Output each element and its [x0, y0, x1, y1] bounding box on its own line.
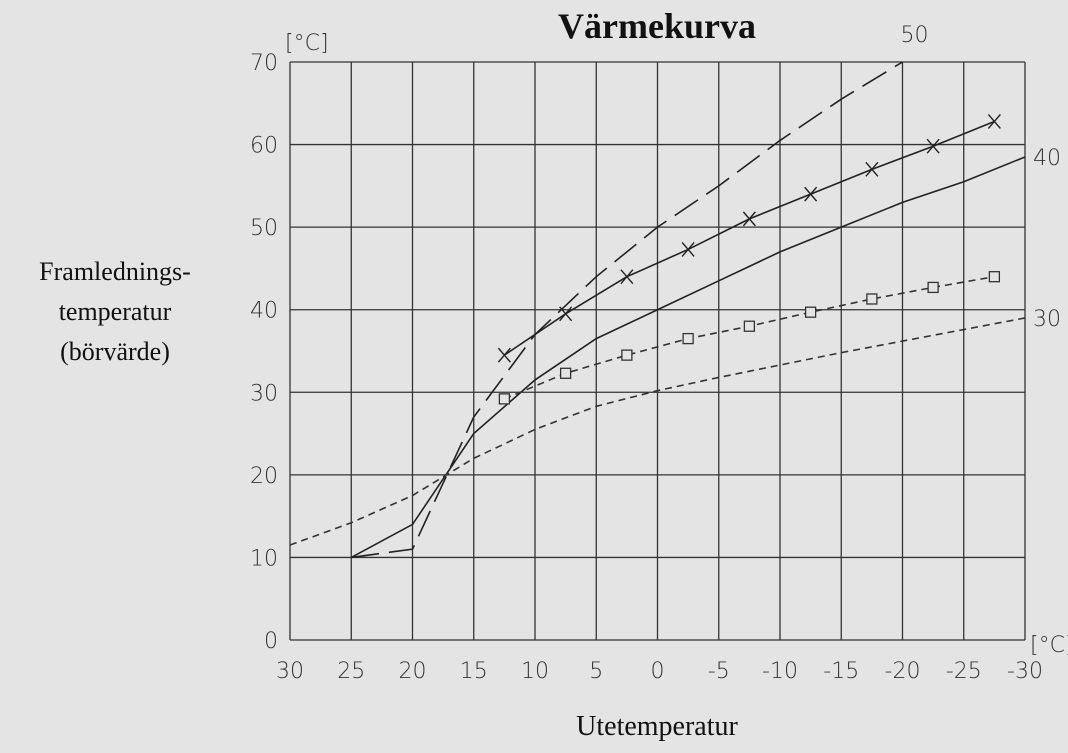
x-marker — [865, 161, 879, 177]
square-marker — [988, 271, 1001, 283]
chart-title: Värmekurva — [558, 6, 756, 46]
x-tick-label: 0 — [651, 659, 665, 684]
y-tick-label: 10 — [250, 546, 278, 571]
y-axis-label: temperatur — [59, 297, 172, 326]
curve-label: 30 — [1033, 307, 1061, 332]
x-marker — [926, 138, 940, 154]
x-marker — [497, 347, 511, 363]
square-marker — [621, 349, 633, 361]
curve-label: 50 — [901, 23, 929, 48]
x-marker — [620, 269, 634, 285]
x-marker — [742, 211, 756, 227]
x-tick-label: 20 — [399, 659, 427, 684]
x-tick-label: -5 — [708, 659, 730, 684]
x-tick-label: 5 — [589, 659, 603, 684]
y-tick-label: 30 — [250, 381, 278, 406]
y-tick-label: 70 — [250, 51, 278, 76]
x-tick-label: -25 — [946, 659, 982, 684]
y-tick-label: 60 — [250, 134, 278, 159]
curve-label: 40 — [1033, 146, 1061, 171]
y-axis-label: (börvärde) — [60, 337, 170, 366]
curve — [289, 317, 1026, 546]
x-tick-label: 15 — [460, 659, 488, 684]
y-tick-label: 40 — [250, 299, 278, 324]
x-tick-label: 30 — [276, 659, 304, 684]
curve — [351, 61, 903, 559]
x-tick-label: 10 — [521, 659, 549, 684]
x-tick-label: -30 — [1007, 659, 1043, 684]
x-unit: [°C] — [1030, 633, 1068, 658]
x-marker — [559, 306, 573, 322]
y-tick-label: 20 — [250, 464, 278, 489]
curve — [350, 156, 1026, 559]
x-tick-label: -10 — [762, 659, 798, 684]
square-marker — [682, 332, 694, 345]
curve — [503, 120, 995, 356]
y-tick-label: 50 — [250, 216, 278, 241]
x-tick-label: -20 — [885, 659, 921, 684]
y-axis-label: Framlednings- — [39, 257, 191, 286]
x-marker — [987, 113, 1001, 129]
square-marker — [927, 281, 939, 294]
square-marker — [866, 293, 878, 305]
x-marker — [681, 241, 695, 257]
square-marker — [559, 367, 572, 379]
square-marker — [743, 320, 756, 332]
x-tick-label: -15 — [823, 659, 859, 684]
y-tick-label: 0 — [264, 629, 278, 654]
square-marker — [498, 393, 511, 405]
x-tick-label: 25 — [337, 659, 365, 684]
square-marker — [804, 306, 817, 318]
y-unit: [°C] — [285, 31, 329, 56]
x-axis-label: Utetemperatur — [576, 711, 738, 742]
x-marker — [804, 186, 818, 202]
